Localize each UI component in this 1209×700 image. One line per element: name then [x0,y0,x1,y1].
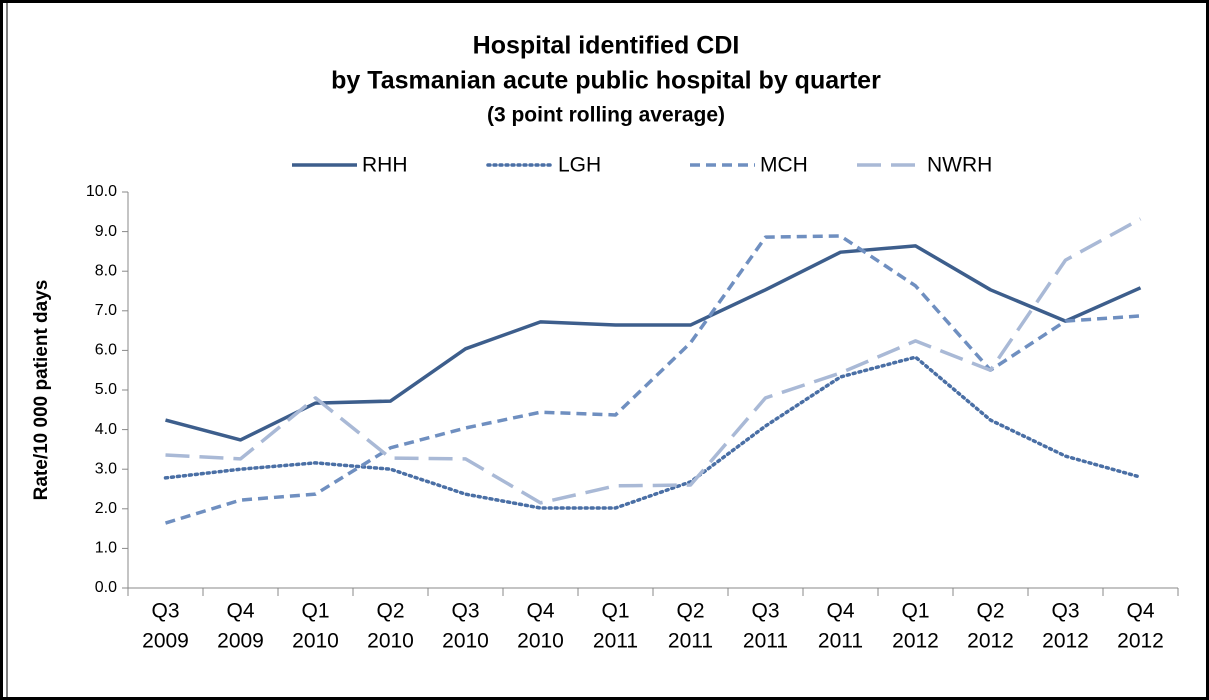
x-tick-label: 2012 [1117,630,1164,653]
x-tick-label: Q3 [151,600,179,623]
x-tick-label: 2012 [967,630,1014,653]
x-tick-label: Q2 [376,600,404,623]
x-tick-label: Q2 [676,600,704,623]
y-tick-label: 9.0 [95,223,117,240]
series-line [165,217,1142,505]
x-tick-label: 2009 [217,630,264,653]
x-tick-label: 2011 [593,630,638,653]
x-tick-label: Q4 [826,600,854,623]
legend-label: NWRH [927,154,992,177]
y-tick-label: 8.0 [95,262,117,279]
y-tick-label: 1.0 [95,540,117,557]
x-tick-label: Q4 [526,600,554,623]
series-line [163,355,1143,510]
y-tick-label: 10.0 [86,183,117,200]
x-tick-label: 2010 [442,630,489,653]
x-tick-label: Q1 [301,600,329,623]
y-tick-label: 7.0 [95,302,117,319]
x-tick-label: Q3 [451,600,479,623]
x-tick-label: Q4 [226,600,254,623]
chart-title: by Tasmanian acute public hospital by qu… [331,67,881,95]
x-tick-label: 2010 [292,630,339,653]
x-tick-label: Q4 [1126,600,1154,623]
y-tick-label: 2.0 [95,500,117,517]
x-tick-label: Q3 [751,600,779,623]
x-tick-label: Q1 [901,600,929,623]
series-line [165,244,1142,442]
series-line [164,234,1141,525]
x-tick-label: 2011 [818,630,863,653]
legend-label: RHH [362,154,408,177]
chart-subtitle: (3 point rolling average) [487,104,725,127]
y-tick-label: 4.0 [95,421,117,438]
y-tick-label: 5.0 [95,381,117,398]
y-axis-label: Rate/10 000 patient days [31,280,52,501]
legend-label: MCH [760,154,808,177]
x-tick-label: 2012 [1042,630,1089,653]
x-tick-label: 2010 [517,630,564,653]
x-tick-label: Q1 [601,600,629,623]
chart-title: Hospital identified CDI [473,32,740,60]
x-tick-label: 2010 [367,630,414,653]
x-tick-label: Q3 [1051,600,1079,623]
x-tick-label: 2009 [142,630,189,653]
x-tick-label: 2011 [743,630,788,653]
y-tick-label: 6.0 [95,342,117,359]
legend-label: LGH [558,154,601,177]
y-tick-label: 3.0 [95,460,117,477]
x-tick-label: 2011 [668,630,713,653]
x-tick-label: Q2 [976,600,1004,623]
x-tick-label: 2012 [892,630,939,653]
y-tick-label: 0.0 [95,579,117,596]
